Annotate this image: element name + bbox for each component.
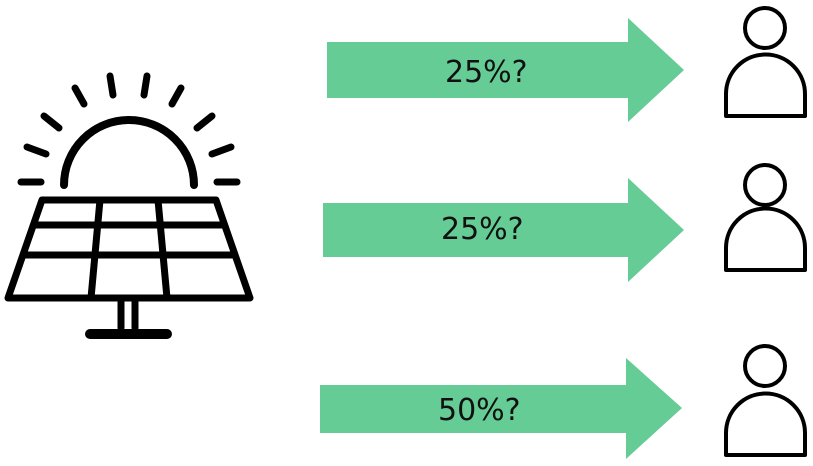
sun-arc bbox=[60, 116, 198, 189]
arrow-1 bbox=[327, 18, 684, 122]
panel-grid bbox=[4, 196, 254, 302]
flow-label: 50%? bbox=[438, 393, 521, 428]
person-icon bbox=[724, 344, 807, 457]
person-icon bbox=[724, 6, 807, 118]
arrow-3 bbox=[320, 358, 682, 459]
sun-rays bbox=[17, 72, 241, 186]
arrow-2 bbox=[323, 178, 684, 282]
person-icon bbox=[724, 163, 807, 272]
flow-label: 25%? bbox=[441, 212, 524, 247]
solar-panel-icon bbox=[4, 72, 254, 339]
panel-stand bbox=[85, 298, 172, 339]
flow-label: 25%? bbox=[445, 55, 528, 90]
